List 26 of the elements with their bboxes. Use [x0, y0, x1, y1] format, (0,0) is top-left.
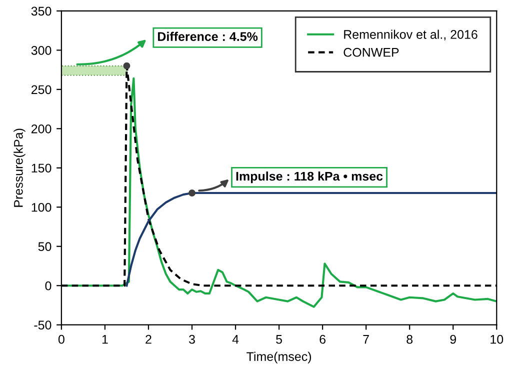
x-tick-label: 10: [490, 334, 504, 344]
x-tick-label: 9: [450, 334, 456, 344]
x-tick-label: 0: [58, 334, 64, 344]
y-tick-label: 150: [32, 164, 52, 173]
y-tick-label: 350: [31, 6, 52, 16]
y-tick-label: 100: [32, 202, 52, 212]
y-tick-label: 50: [38, 242, 52, 252]
x-axis-title: Time(msec): [246, 352, 312, 364]
legend-label: CONWEP: [344, 48, 399, 57]
x-tick-label: 2: [146, 334, 152, 344]
x-tick-label: 6: [320, 334, 326, 344]
y-tick-label: 0: [45, 281, 52, 290]
y-tick-label: 300: [31, 46, 52, 55]
x-tick-label: 4: [232, 335, 239, 344]
annotation: Impulse : 118 kPa • msec: [236, 171, 383, 184]
x-tick-label: 1: [102, 335, 108, 344]
legend-label: Remennikov et al., 2016: [344, 30, 478, 40]
x-tick-label: 3: [189, 334, 195, 344]
y-axis-title: Pressure(kPa): [14, 128, 26, 207]
y-tick-label: 250: [31, 85, 52, 94]
annotation: Difference : 4.5%: [158, 32, 258, 41]
x-tick-label: 8: [406, 334, 413, 344]
y-tick-label: 200: [31, 124, 52, 134]
y-tick-label: -50: [34, 320, 52, 330]
x-tick-label: 5: [276, 335, 282, 344]
x-tick-label: 7: [363, 335, 369, 344]
